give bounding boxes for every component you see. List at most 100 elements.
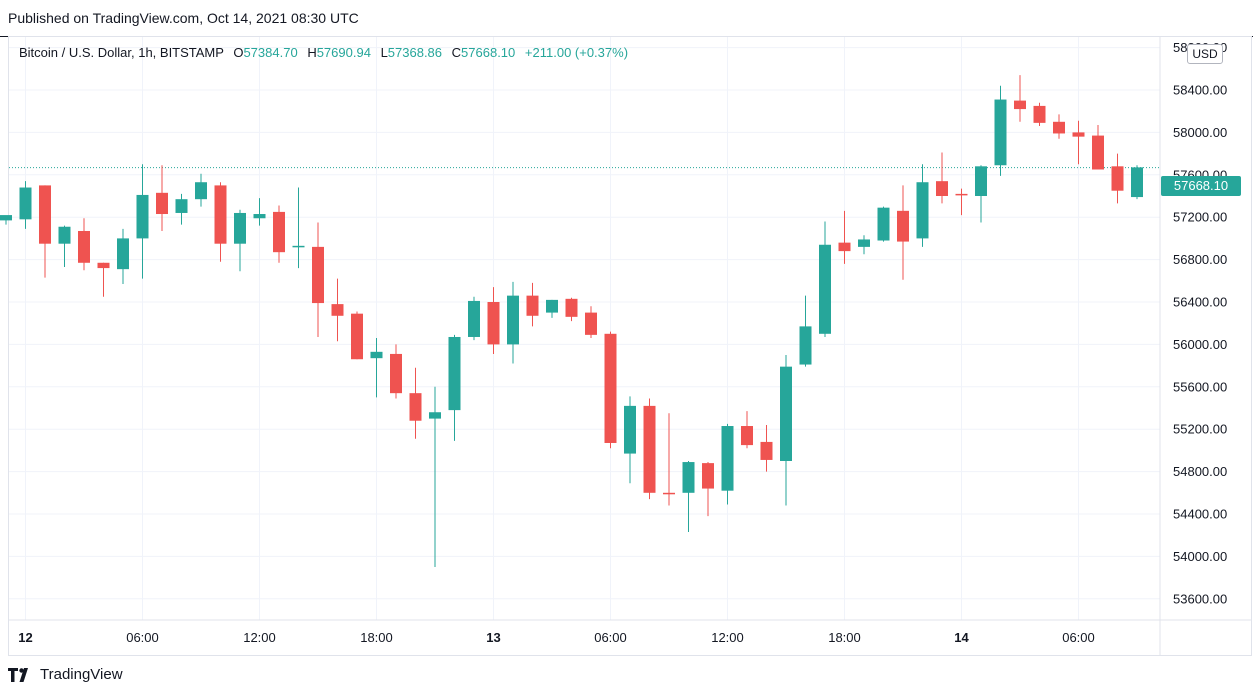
candle-body <box>156 192 168 215</box>
candle-body <box>546 299 558 313</box>
x-tick-label: 18:00 <box>828 630 861 645</box>
candle-body <box>624 405 636 454</box>
low-label: L <box>380 45 388 60</box>
y-tick-label: 55200.00 <box>1173 422 1227 437</box>
candle-body <box>721 426 734 491</box>
candle-body <box>936 181 948 196</box>
candle-body <box>682 462 695 493</box>
candle-body <box>117 238 129 270</box>
x-tick-label: 12 <box>18 630 32 645</box>
candle-body <box>331 304 344 316</box>
y-tick-label: 54000.00 <box>1173 549 1227 564</box>
chart-frame <box>8 36 1252 656</box>
candle-body <box>292 245 305 248</box>
ohlc-legend: Bitcoin / U.S. Dollar, 1h, BITSTAMP O573… <box>19 45 628 60</box>
y-tick-label: 56400.00 <box>1173 295 1227 310</box>
candle-body <box>819 244 831 334</box>
candle-body <box>585 312 597 335</box>
candle-body <box>234 212 246 244</box>
candle-body <box>468 300 480 337</box>
candle-body <box>448 336 461 411</box>
candle-body <box>565 298 578 317</box>
symbol-label: Bitcoin / U.S. Dollar, 1h, BITSTAMP <box>19 45 224 60</box>
footer-brand: TradingView <box>8 666 123 683</box>
candle-body <box>1111 166 1124 191</box>
candle-body <box>643 405 656 493</box>
candle-body <box>838 242 851 252</box>
candle-body <box>312 246 324 304</box>
candle-body <box>253 214 266 219</box>
candle-body <box>702 463 714 489</box>
high-value: 57690.94 <box>316 45 371 60</box>
low-value: 57368.86 <box>387 45 443 60</box>
close-value: 57668.10 <box>461 45 516 60</box>
candle-body <box>97 262 110 269</box>
published-text: Published on TradingView.com, Oct 14, 20… <box>8 10 359 26</box>
candle-body <box>975 166 987 196</box>
y-tick-label: 55600.00 <box>1173 379 1227 394</box>
footer-brand-label: TradingView <box>40 666 123 683</box>
candle-body <box>1053 121 1065 134</box>
candle-body <box>507 295 519 345</box>
candle-body <box>78 230 90 263</box>
last-price-tag: 57668.10 <box>1161 176 1241 196</box>
candle-body <box>58 226 71 244</box>
change-value: +211.00 (+0.37%) <box>524 45 629 60</box>
candle-body <box>1033 105 1046 123</box>
x-tick-label: 18:00 <box>360 630 393 645</box>
candle-body <box>897 210 909 242</box>
candle-body <box>351 313 363 360</box>
candle-body <box>877 207 890 241</box>
y-tick-label: 57200.00 <box>1173 210 1227 225</box>
x-tick-label: 12:00 <box>711 630 744 645</box>
candle-body <box>1072 132 1085 137</box>
candle-body <box>1092 135 1104 170</box>
candle-body <box>273 211 285 253</box>
candle-body <box>214 185 227 244</box>
candle-body <box>741 426 753 446</box>
candle-body <box>1014 100 1026 110</box>
y-tick-label: 58000.00 <box>1173 125 1227 140</box>
candle-body <box>663 492 675 495</box>
candle-body <box>955 193 968 196</box>
open-value: 57384.70 <box>243 45 298 60</box>
x-tick-label: 06:00 <box>1062 630 1095 645</box>
candle-body <box>39 185 51 244</box>
candle-body <box>19 187 32 220</box>
candle-body <box>429 412 441 419</box>
candle-body <box>858 239 870 247</box>
x-tick-label: 06:00 <box>126 630 159 645</box>
x-tick-label: 13 <box>486 630 500 645</box>
close-label: C <box>451 45 462 60</box>
y-tick-label: 58400.00 <box>1173 83 1227 98</box>
candle-body <box>175 199 188 213</box>
y-tick-label: 54800.00 <box>1173 464 1227 479</box>
candle-body <box>799 326 812 365</box>
candle-body <box>604 333 617 443</box>
x-tick-label: 12:00 <box>243 630 276 645</box>
candle-body <box>370 351 383 359</box>
x-tick-label: 14 <box>954 630 969 645</box>
open-label: O <box>233 45 244 60</box>
high-label: H <box>307 45 317 60</box>
candle-body <box>916 182 929 239</box>
tradingview-logo-icon <box>8 667 28 682</box>
candle-body <box>780 366 792 461</box>
candle-body <box>526 295 539 316</box>
candle-body <box>760 441 773 460</box>
candle-body <box>409 393 422 421</box>
candle-body <box>487 302 500 345</box>
candle-body <box>195 182 207 200</box>
candle-body <box>136 194 149 239</box>
candle-body <box>0 215 12 221</box>
y-tick-label: 56000.00 <box>1173 337 1227 352</box>
candle-body <box>1131 167 1143 198</box>
y-tick-label: 53600.00 <box>1173 591 1227 606</box>
candle-body <box>390 353 402 394</box>
x-tick-label: 06:00 <box>594 630 627 645</box>
candle-body <box>994 99 1007 166</box>
y-tick-label: 54400.00 <box>1173 507 1227 522</box>
y-tick-label: 56800.00 <box>1173 252 1227 267</box>
currency-button[interactable]: USD <box>1187 44 1223 64</box>
